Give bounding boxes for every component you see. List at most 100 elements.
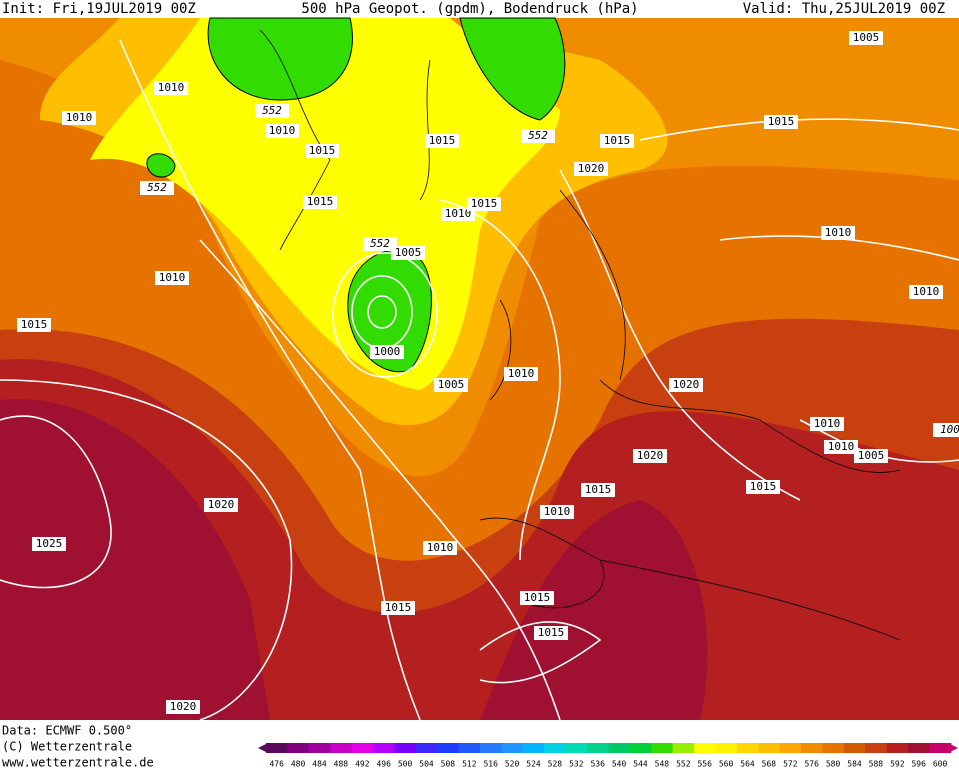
map-title: 500 hPa Geopot. (gpdm), Bodendruck (hPa) — [301, 1, 638, 17]
isobar-label: 1015 — [768, 115, 795, 128]
isobar-label: 1000 — [374, 345, 401, 358]
isobar-label: 1025 — [36, 537, 63, 550]
init-time: Init: Fri,19JUL2019 00Z — [2, 1, 196, 17]
isobar-label-box — [305, 144, 339, 158]
isobar-label: 1010 — [544, 505, 571, 518]
valid-time: Valid: Thu,25JUL2019 00Z — [743, 1, 945, 17]
isobar-label: 1020 — [673, 378, 700, 391]
isobar-label: 1020 — [637, 449, 664, 462]
isobar-label-box — [821, 226, 855, 240]
isobar-label: 1015 — [538, 626, 565, 639]
isobar-label: 552 — [262, 104, 282, 117]
isobar-label: 1010 — [159, 271, 186, 284]
isobar-label-box — [520, 591, 554, 605]
isobar-label: 1015 — [309, 144, 336, 157]
isobar-label-box — [633, 449, 667, 463]
isobar-label-box — [434, 378, 468, 392]
isobar-label: 1010 — [66, 111, 93, 124]
isobar-label-box — [363, 237, 397, 251]
isobar-label-box — [62, 111, 96, 125]
isobar-label: 1020 — [170, 700, 197, 713]
legend-swatch — [608, 743, 631, 753]
legend-label: 536 — [590, 760, 605, 769]
isobar-label-box — [849, 31, 883, 45]
legend-swatch — [565, 743, 588, 753]
legend-swatch — [330, 743, 353, 753]
legend-label: 540 — [612, 760, 627, 769]
isobar-label: 1005 — [853, 31, 880, 44]
isobar-label-box — [669, 378, 703, 392]
legend-swatch — [501, 743, 524, 753]
isobar-label-box — [600, 134, 634, 148]
isobar-label-box — [425, 134, 459, 148]
isobar-label-box — [824, 440, 858, 454]
isobar-label-box — [255, 104, 289, 118]
copyright: (C) Wetterzentrale — [2, 740, 132, 754]
legend-swatch — [672, 743, 695, 753]
legend-label: 524 — [526, 760, 541, 769]
isobar-label-box — [534, 626, 568, 640]
legend-label: 592 — [890, 760, 905, 769]
legend-swatch — [394, 743, 417, 753]
isobar-label: 1010 — [828, 440, 855, 453]
isobar-label-box — [504, 367, 538, 381]
legend-swatch — [779, 743, 802, 753]
isobar-label: 1010 — [825, 226, 852, 239]
legend-swatch — [736, 743, 759, 753]
legend-label: 556 — [697, 760, 712, 769]
isobar-label-box — [166, 700, 200, 714]
isobar-label: 552 — [528, 129, 548, 142]
legend-label: 508 — [441, 760, 456, 769]
legend-swatch — [843, 743, 866, 753]
isobar-label-box — [746, 480, 780, 494]
legend-label: 500 — [398, 760, 413, 769]
legend-swatch — [822, 743, 845, 753]
legend-label: 488 — [334, 760, 349, 769]
legend-label: 520 — [505, 760, 520, 769]
isobar-label-box — [391, 246, 425, 260]
isobar-label: 1010 — [269, 124, 296, 137]
isobar-label: 1005 — [395, 246, 422, 259]
isobar-label-box — [854, 449, 888, 463]
website: www.wetterzentrale.de — [2, 756, 154, 770]
legend-swatch — [480, 743, 502, 753]
isobar-label-box — [933, 423, 959, 437]
legend-label: 512 — [462, 760, 477, 769]
legend-swatch — [629, 743, 652, 753]
legend-label: 476 — [269, 760, 284, 769]
isobar-label: 1015 — [585, 483, 612, 496]
legend-swatch — [415, 743, 438, 753]
isobar-label: 1005 — [438, 378, 465, 391]
isobar-label-box — [810, 417, 844, 431]
isobar-label-box — [381, 601, 415, 615]
isobar-label: 1015 — [604, 134, 631, 147]
isobar-label-box — [17, 318, 51, 332]
isobar-label: 1005 — [858, 449, 885, 462]
isobar-label: 1020 — [578, 162, 605, 175]
isobar-label: 1010 — [508, 367, 535, 380]
isobar-label-box — [521, 129, 555, 143]
legend-label: 588 — [869, 760, 884, 769]
legend-label: 492 — [355, 760, 370, 769]
isobar-label: 1010 — [814, 417, 841, 430]
isobar-label-box — [909, 285, 943, 299]
legend-label: 532 — [569, 760, 584, 769]
legend-swatch — [458, 743, 481, 753]
legend-swatch — [437, 743, 460, 753]
isobar-label: 1015 — [471, 197, 498, 210]
legend-label: 568 — [762, 760, 777, 769]
legend-label: 552 — [676, 760, 691, 769]
isobar-label: 552 — [370, 237, 390, 250]
isobar-label-box — [441, 207, 475, 221]
legend-label: 544 — [633, 760, 648, 769]
legend-swatch — [908, 743, 930, 753]
isobar-label: 1015 — [307, 195, 334, 208]
legend-label: 576 — [804, 760, 819, 769]
legend-swatch — [715, 743, 738, 753]
legend-swatch — [886, 743, 909, 753]
legend-label: 484 — [312, 760, 327, 769]
isobar-label: 1020 — [208, 498, 235, 511]
legend-swatch — [929, 743, 952, 753]
legend-swatch — [694, 743, 716, 753]
legend-arrow-left — [258, 743, 268, 753]
